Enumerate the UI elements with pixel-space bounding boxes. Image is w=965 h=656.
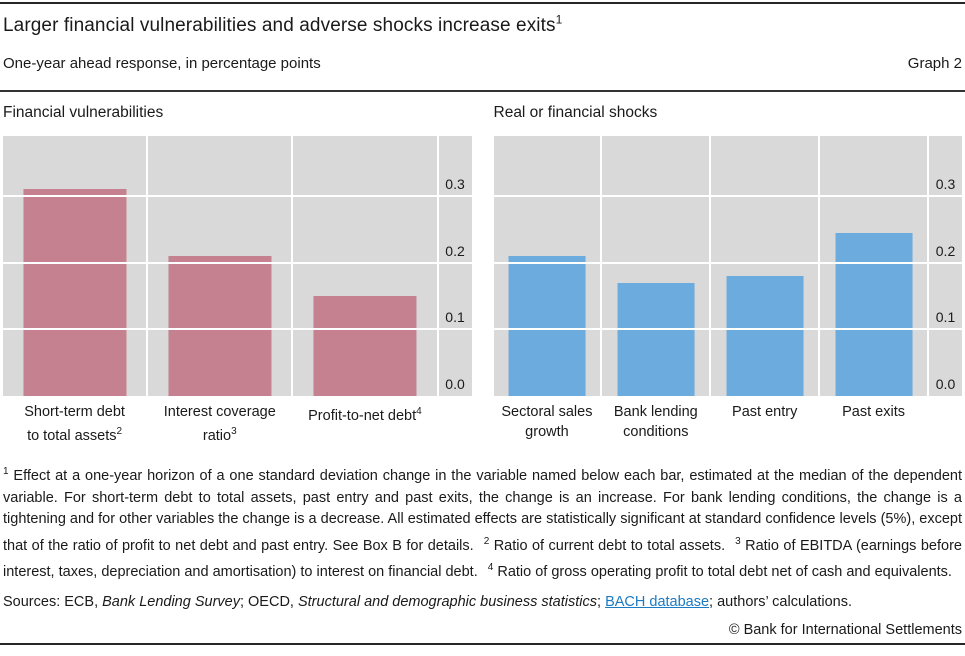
title-text: Larger financial vulnerabilities and adv… <box>3 15 556 36</box>
source-publication: Structural and demographic business stat… <box>297 594 597 611</box>
panel-title-left: Financial vulnerabilities <box>3 103 164 121</box>
bar-label-sectoral-sales-growth: Sectoral sales growth <box>501 403 593 440</box>
chart-column-past-entry <box>711 135 819 396</box>
subtitle-row: One-year ahead response, in percentage p… <box>3 54 962 74</box>
x-axis-spacer <box>929 402 962 442</box>
graph-number: Graph 2 <box>907 55 962 72</box>
bar-label-profit-to-net-debt: Profit-to-net debt4 <box>308 405 422 424</box>
bar-label-past-entry: Past entry <box>732 403 798 420</box>
footnote-marker-4: 4 <box>487 561 494 573</box>
y-axis-tick-strip: 0.0 0.1 0.2 0.3 <box>438 135 472 396</box>
bar-label-past-exits: Past exits <box>842 403 905 420</box>
panel-financial-vulnerabilities: Financial vulnerabilities 0.0 0.1 0.2 0.3 S… <box>3 102 472 446</box>
bar-past-entry <box>726 275 804 396</box>
y-tick-label-0.2: 0.2 <box>445 242 465 259</box>
footnote-ref: 2 <box>116 425 123 437</box>
header-divider <box>0 90 965 92</box>
y-tick-label-0.0: 0.0 <box>935 375 956 392</box>
gridline-0.2 <box>493 261 962 264</box>
footnotes: 1 Effect at a one-year horizon of a one … <box>3 466 962 580</box>
bottom-rule <box>0 643 965 646</box>
bach-database-link[interactable]: BACH database <box>605 594 710 611</box>
chart-column-profit-to-net-debt <box>293 135 437 396</box>
source-publication: Bank Lending Survey <box>102 594 240 611</box>
page-title: Larger financial vulnerabilities and adv… <box>3 13 962 39</box>
footnote-marker-1: 1 <box>3 466 9 478</box>
y-tick-label-0.1: 0.1 <box>445 308 465 325</box>
chart-subtitle: One-year ahead response, in percentage p… <box>3 55 321 72</box>
y-axis-tick-strip: 0.0 0.1 0.2 0.3 <box>929 135 962 396</box>
panel-title-right: Real or financial shocks <box>493 103 658 121</box>
bar-interest-coverage-ratio <box>168 255 272 396</box>
chart-column-past-exits <box>820 135 927 396</box>
gridline-0.3 <box>3 194 472 197</box>
gridline-0.1 <box>493 327 962 330</box>
chart-column-sectoral-sales-growth <box>493 135 601 396</box>
copyright-notice: © Bank for International Settlements <box>728 622 962 639</box>
gridline-0.2 <box>3 261 472 264</box>
chart-column-interest-coverage-ratio <box>148 135 292 396</box>
x-axis-labels-left: Short-term debt to total assets2 Interest … <box>3 402 472 446</box>
plot-area-left: 0.0 0.1 0.2 0.3 <box>3 135 472 396</box>
chart-column-short-term-debt-to-total-assets <box>3 135 147 396</box>
y-tick-label-0.0: 0.0 <box>445 375 465 392</box>
bar-past-exits <box>835 232 913 396</box>
title-footnote-ref: 1 <box>555 12 563 27</box>
gridline-0.1 <box>3 327 472 330</box>
bar-sectoral-sales-growth <box>508 255 586 396</box>
gridline-0.3 <box>493 194 962 197</box>
x-axis-labels-right: Sectoral sales growth Bank lending conditio… <box>494 402 963 442</box>
top-rule <box>0 2 965 4</box>
bar-bank-lending-conditions <box>617 282 695 396</box>
bar-label-bank-lending-conditions: Bank lending conditions <box>613 403 698 440</box>
charts-row: Financial vulnerabilities 0.0 0.1 0.2 0.3 S… <box>0 102 965 446</box>
sources-line: Sources: ECB, Bank Lending Survey; OECD,… <box>3 594 852 611</box>
y-tick-label-0.3: 0.3 <box>935 175 956 192</box>
bar-short-term-debt-to-total-assets <box>23 188 127 396</box>
footnote-ref: 3 <box>231 425 237 437</box>
plot-area-right: 0.0 0.1 0.2 0.3 <box>493 135 962 396</box>
footnote-marker-3: 3 <box>735 535 741 547</box>
y-tick-label-0.3: 0.3 <box>445 175 465 192</box>
y-tick-label-0.2: 0.2 <box>935 242 956 259</box>
x-axis-spacer <box>439 402 472 446</box>
bar-profit-to-net-debt <box>313 295 417 396</box>
footnote-marker-2: 2 <box>483 535 490 547</box>
bar-label-short-term-debt-to-total-assets: Short-term debt to total assets2 <box>24 403 125 444</box>
chart-column-bank-lending-conditions <box>602 135 710 396</box>
bar-label-interest-coverage-ratio: Interest coverage ratio3 <box>163 403 276 444</box>
y-tick-label-0.1: 0.1 <box>935 308 956 325</box>
footnote-ref: 4 <box>416 405 422 417</box>
panel-real-or-financial-shocks: Real or financial shocks 0.0 0.1 0.2 0.3 Se… <box>493 102 963 446</box>
